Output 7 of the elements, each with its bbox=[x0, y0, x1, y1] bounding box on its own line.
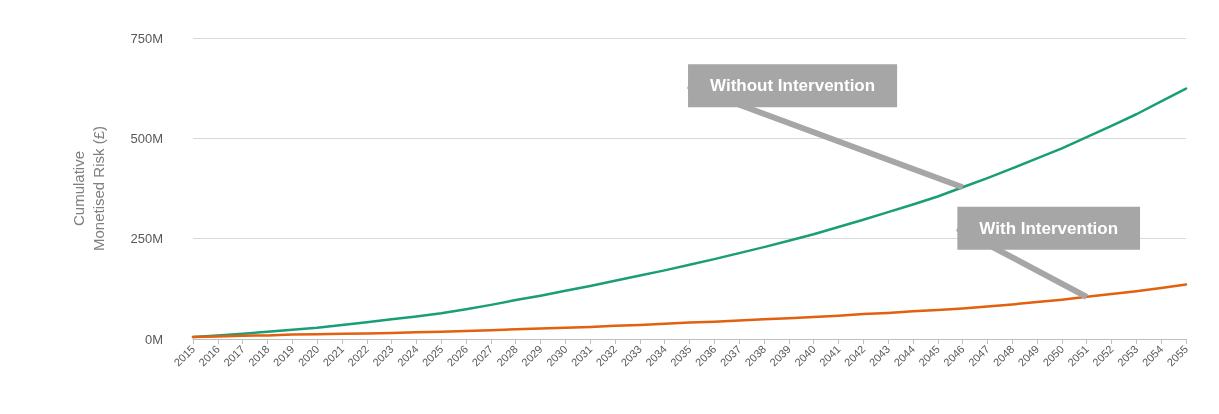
y-tick-label: 250M bbox=[130, 231, 163, 247]
y-tick-label: 500M bbox=[130, 130, 163, 146]
y-tick-label: 750M bbox=[130, 30, 163, 46]
annotation: Without Intervention bbox=[710, 76, 876, 96]
annotation: With Intervention bbox=[979, 218, 1119, 238]
y-tick-label: 0M bbox=[144, 331, 163, 347]
y-axis-title: Cumulative Monetised Risk (£) bbox=[69, 125, 107, 252]
